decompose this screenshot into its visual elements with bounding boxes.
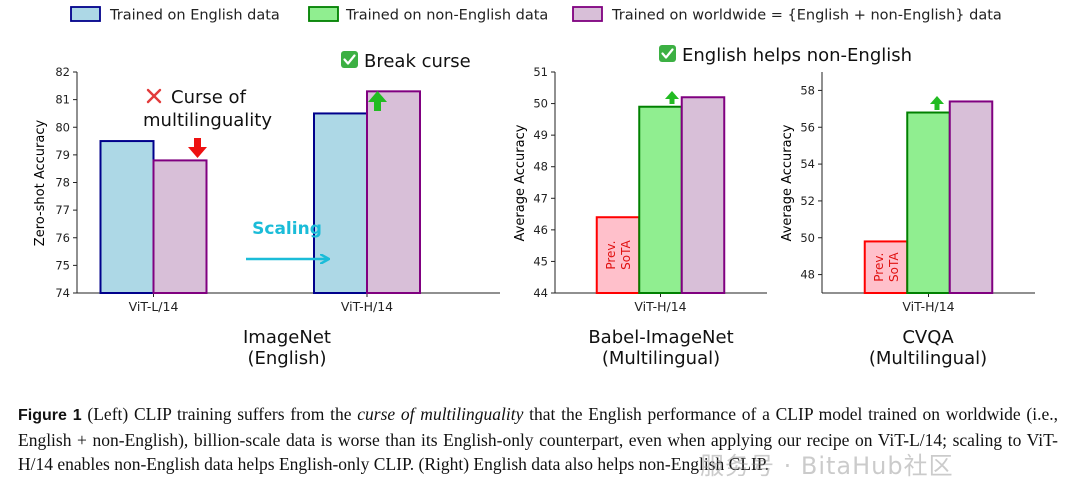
y-tick-label: 45 <box>533 254 548 268</box>
y-tick-label: 52 <box>800 194 815 208</box>
chart-title-line2: (Multilingual) <box>869 348 987 369</box>
bar <box>99 140 155 294</box>
chart-title-line1: CVQA <box>902 327 954 348</box>
y-tick-label: 75 <box>55 258 70 272</box>
curse-label-line2: multilinguality <box>143 110 272 131</box>
y-tick-label: 54 <box>800 157 815 171</box>
figure-caption: Figure 1 (Left) CLIP training suffers fr… <box>18 402 1058 476</box>
bar <box>906 111 951 295</box>
y-tick-label: 48 <box>800 268 815 282</box>
y-tick-label: 49 <box>533 128 548 142</box>
figure: Trained on English data Trained on non-E… <box>33 6 1035 369</box>
prev-sota-label-line2: SoTA <box>887 252 901 282</box>
y-tick-label: 48 <box>533 160 548 174</box>
watermark: 服务号 · BitaHub社区 <box>700 452 954 480</box>
y-axis-label: Average Accuracy <box>780 124 795 241</box>
bars: Prev. SoTA <box>595 96 726 295</box>
chart-title-line1: Babel-ImageNet <box>588 327 733 348</box>
arrow-up-icon <box>368 91 387 111</box>
checkmark-icon <box>659 45 676 62</box>
figure-caption-label: Figure 1 <box>18 407 82 424</box>
checkmark-icon <box>341 51 358 68</box>
prev-sota-label-line1: Prev. <box>604 241 618 270</box>
legend-swatch-english <box>70 6 101 22</box>
bar <box>948 100 994 295</box>
y-axis-label: Average Accuracy <box>513 124 528 241</box>
legend: Trained on English data Trained on non-E… <box>70 6 1002 24</box>
bar <box>366 90 421 295</box>
y-tick-label: 50 <box>800 231 815 245</box>
bar <box>152 159 208 294</box>
y-tick-label: 76 <box>55 231 70 245</box>
x-tick-label: ViT-H/14 <box>902 299 954 314</box>
x-tick-label: ViT-L/14 <box>129 299 179 314</box>
english-helps-label: English helps non-English <box>682 45 912 66</box>
figure-caption-text-2: that the English performance of a CLIP m… <box>18 404 1059 474</box>
y-tick-label: 47 <box>533 191 548 205</box>
bars: Prev. SoTA <box>863 100 994 295</box>
bar-prev-sota <box>595 216 641 295</box>
y-tick-label: 74 <box>55 286 70 300</box>
y-axis-label: Zero-shot Accuracy <box>33 120 48 247</box>
figure-caption-text-1: (Left) CLIP training suffers from the <box>81 404 358 424</box>
y-tick-label: 44 <box>533 286 548 300</box>
y-tick-label: 58 <box>800 83 815 97</box>
figure-caption-emphasis: curse of multilinguality <box>357 404 524 424</box>
y-tick-label: 82 <box>55 65 70 79</box>
prev-sota-label-line2: SoTA <box>619 240 633 270</box>
y-axis: 48 50 52 54 56 58 ViT-H/14 <box>800 72 1035 314</box>
y-tick-label: 46 <box>533 223 548 237</box>
y-tick-label: 50 <box>533 97 548 111</box>
legend-label-english: Trained on English data <box>109 8 280 24</box>
y-axis: 74 75 76 77 78 79 80 81 82 ViT-L/14 ViT-H/14 <box>55 65 500 314</box>
arrow-up-icon <box>665 91 679 104</box>
prev-sota-label-line1: Prev. <box>872 253 886 282</box>
arrow-down-icon <box>188 138 207 158</box>
legend-swatch-non-english <box>308 6 339 22</box>
y-tick-label: 77 <box>55 203 70 217</box>
curse-label-line1: Curse of <box>171 87 247 108</box>
prev-sota-label: Prev. SoTA <box>872 252 901 282</box>
y-tick-label: 81 <box>55 93 70 107</box>
legend-label-non-english: Trained on non-English data <box>345 8 548 24</box>
legend-swatch-worldwide <box>572 6 603 22</box>
x-tick-label: ViT-H/14 <box>341 299 393 314</box>
arrow-up-icon <box>930 96 944 110</box>
bar <box>313 112 368 294</box>
scaling-label: Scaling <box>252 219 322 239</box>
y-tick-label: 79 <box>55 148 70 162</box>
chart-imagenet: 74 75 76 77 78 79 80 81 82 ViT-L/14 ViT-H/14 Zero-… <box>33 51 500 369</box>
chart-cvqa: 48 50 52 54 56 58 ViT-H/14 Prev. SoTA Average A… <box>780 72 1035 369</box>
y-tick-label: 56 <box>800 120 815 134</box>
y-tick-label: 51 <box>533 65 548 79</box>
x-tick-label: ViT-H/14 <box>634 299 686 314</box>
bar <box>638 105 683 294</box>
chart-title-line2: (Multilingual) <box>602 348 720 369</box>
break-curse-label: Break curse <box>364 51 471 72</box>
y-tick-label: 78 <box>55 176 70 190</box>
cross-icon <box>146 88 162 104</box>
prev-sota-label: Prev. SoTA <box>604 240 633 270</box>
y-tick-label: 80 <box>55 120 70 134</box>
chart-title-line1: ImageNet <box>243 327 331 348</box>
legend-label-worldwide: Trained on worldwide = {English + non-En… <box>611 8 1002 24</box>
y-axis: 44 45 46 47 48 49 50 51 ViT-H/14 <box>533 65 767 314</box>
chart-babel-imagenet: 44 45 46 47 48 49 50 51 ViT-H/14 Prev. SoTA Avera… <box>513 65 767 369</box>
bar <box>680 96 726 294</box>
chart-title-line2: (English) <box>247 348 326 369</box>
